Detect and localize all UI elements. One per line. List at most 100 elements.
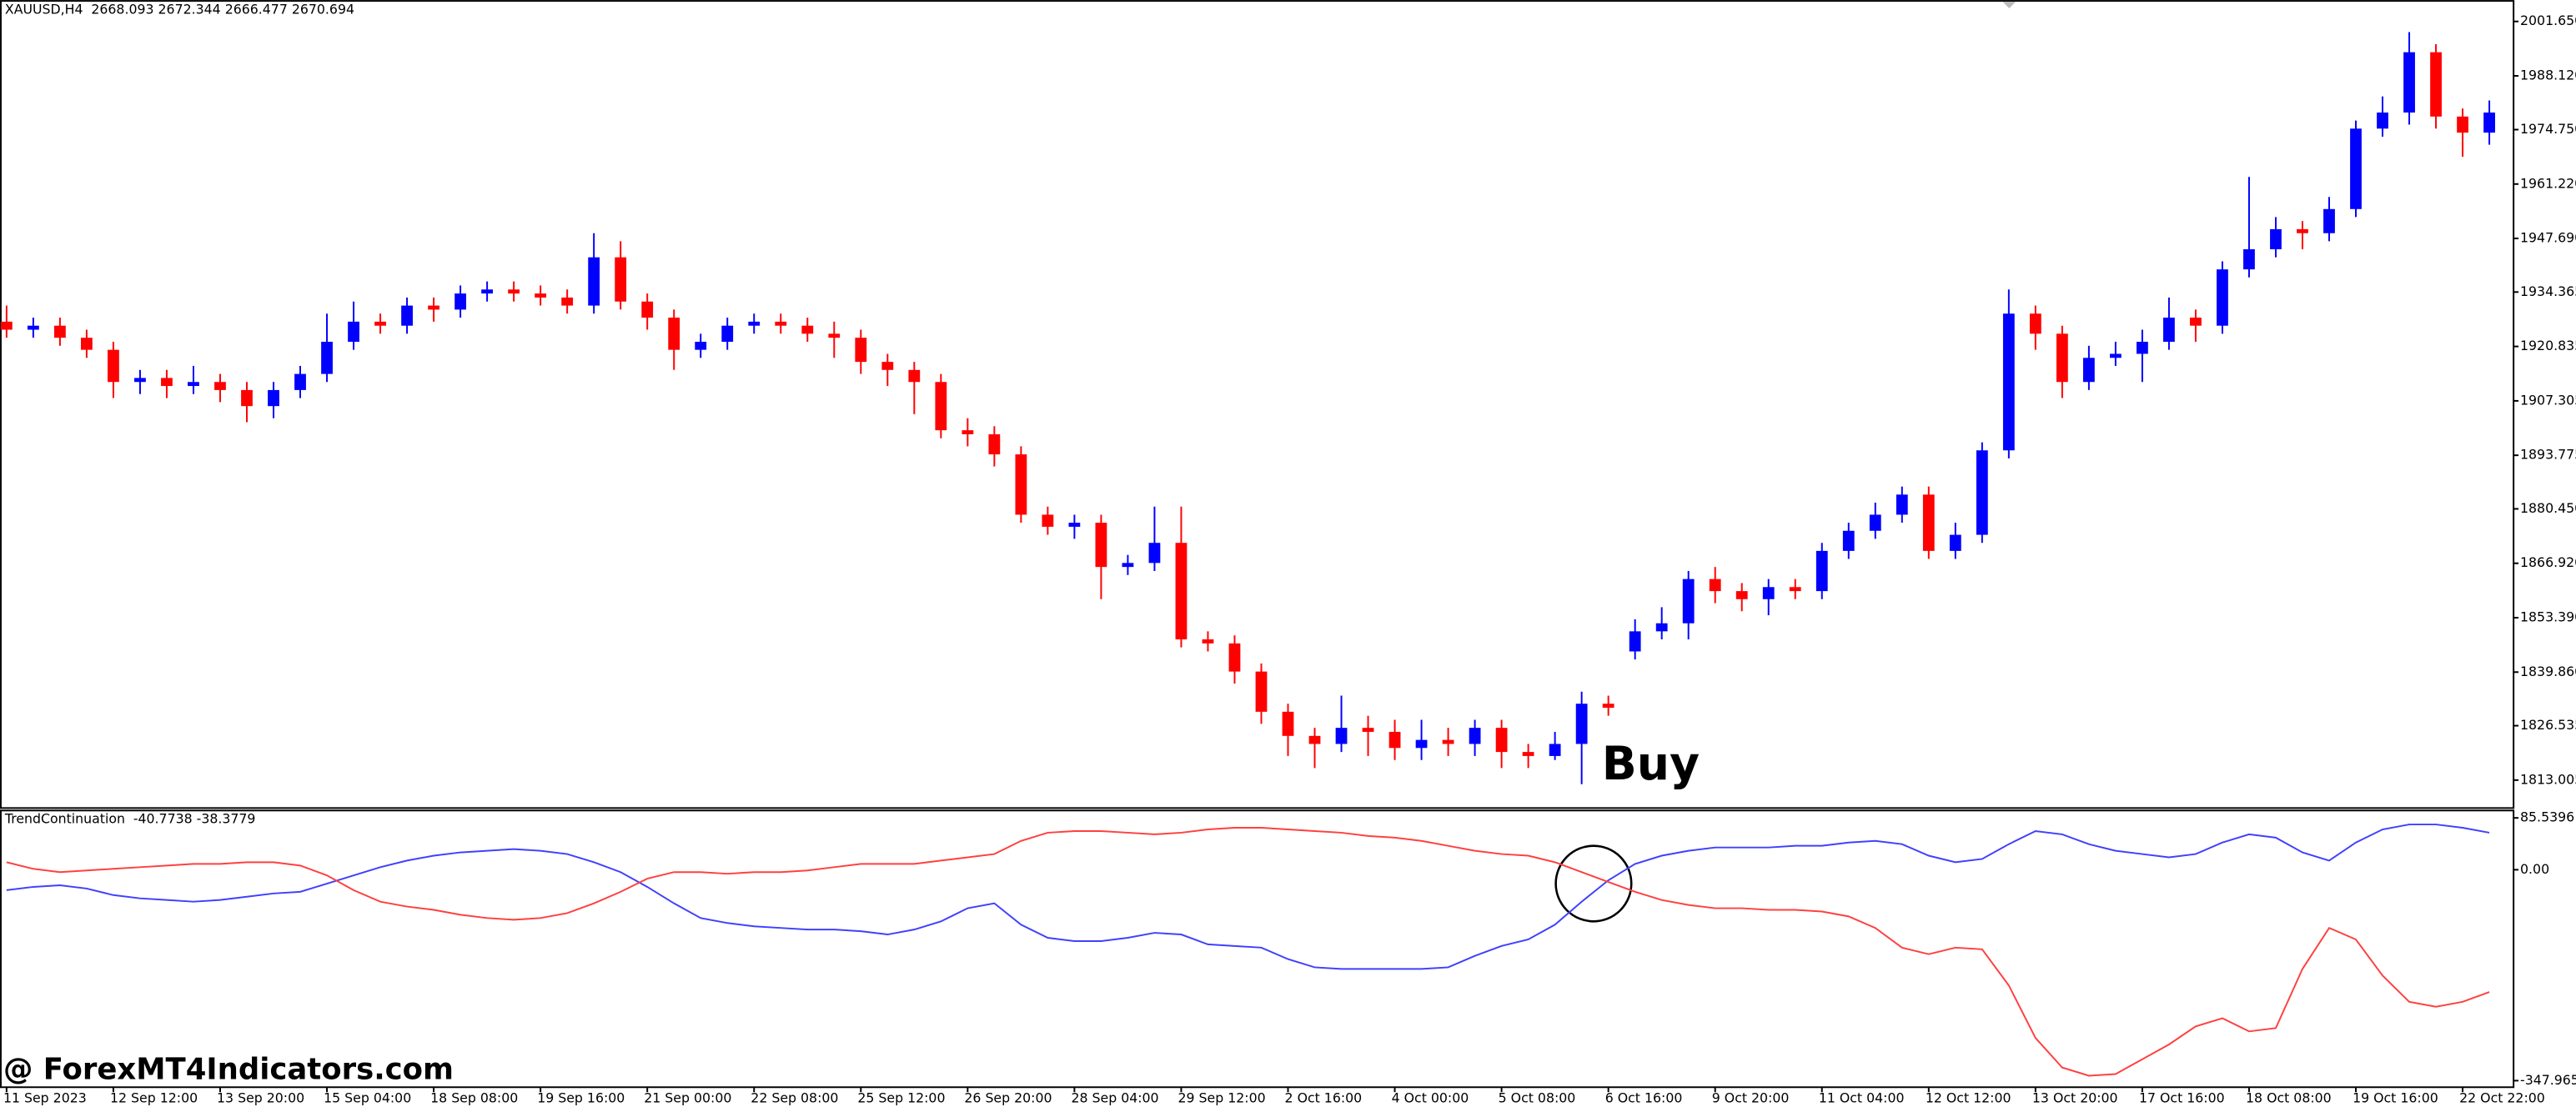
candle-body	[535, 293, 547, 298]
x-tick-label: 11 Sep 2023	[3, 1090, 87, 1106]
y-tick-label: 1866.920	[2520, 554, 2576, 570]
candle-body	[2483, 112, 2495, 133]
candle-body	[241, 389, 253, 407]
candle-body	[214, 382, 226, 390]
candle-body	[1415, 739, 1428, 749]
indicator-values: -40.7738 -38.3779	[133, 811, 256, 827]
shift-marker	[2002, 2, 2016, 8]
candle-body	[1735, 591, 1748, 599]
y-tick-label: 1988.120	[2520, 67, 2576, 83]
candle-body	[2430, 52, 2442, 117]
candle-body	[1042, 514, 1054, 527]
x-tick-label: 2 Oct 16:00	[1285, 1090, 1363, 1106]
candle-body	[1495, 728, 1508, 753]
candle-body	[2350, 128, 2362, 209]
candle-body	[401, 305, 413, 326]
y-tick-label: 1839.860	[2520, 664, 2576, 679]
candle-body	[161, 378, 173, 387]
candle-body	[1388, 731, 1401, 749]
candle-body	[1068, 523, 1081, 527]
indicator-line	[6, 827, 2490, 1077]
candle-body	[1762, 587, 1775, 599]
candle-body	[935, 382, 947, 431]
candle-body	[1842, 530, 1855, 551]
y-tick-label: -347.9653	[2520, 1072, 2576, 1088]
candle-body	[27, 325, 39, 330]
x-tick-label: 11 Oct 04:00	[1819, 1090, 1905, 1106]
x-tick-label: 17 Oct 16:00	[2139, 1090, 2225, 1106]
x-tick-label: 12 Oct 12:00	[1926, 1090, 2011, 1106]
candle-body	[2297, 228, 2308, 233]
buy-annotation: Buy	[1602, 738, 1700, 791]
candle-body	[1015, 454, 1027, 515]
candle-body	[801, 325, 814, 334]
candle-body	[2137, 341, 2148, 354]
candle-body	[1789, 587, 1801, 592]
candle-body	[908, 369, 921, 383]
x-tick-label: 21 Sep 00:00	[644, 1090, 731, 1106]
x-tick-label: 26 Sep 20:00	[964, 1090, 1052, 1106]
candle-body	[1522, 752, 1534, 756]
candle-body	[615, 257, 627, 302]
candle-body	[1575, 704, 1588, 744]
candle-body	[1282, 711, 1294, 736]
watermark: @ ForexMT4Indicators.com	[3, 1053, 454, 1087]
candle-body	[2163, 318, 2175, 342]
y-tick-label: 1907.305	[2520, 392, 2576, 408]
candle-body	[668, 318, 680, 350]
x-tick-label: 28 Sep 04:00	[1071, 1090, 1158, 1106]
y-tick-label: 1826.535	[2520, 717, 2576, 733]
crossover-circle	[1554, 844, 1633, 923]
candle-body	[2082, 358, 2095, 383]
candle-body	[695, 341, 707, 350]
x-tick-label: 22 Sep 08:00	[751, 1090, 838, 1106]
x-tick-label: 15 Sep 04:00	[324, 1090, 411, 1106]
candle-body	[748, 321, 761, 326]
candle-body	[2002, 313, 2015, 451]
y-tick-label: 1934.365	[2520, 283, 2576, 299]
x-tick-label: 13 Sep 20:00	[217, 1090, 304, 1106]
candle-body	[1549, 744, 1561, 756]
x-tick-label: 13 Oct 20:00	[2032, 1090, 2118, 1106]
x-tick-label: 19 Sep 16:00	[537, 1090, 625, 1106]
candle-body	[508, 289, 520, 294]
y-tick-label: 1880.450	[2520, 500, 2576, 516]
y-tick-label: 85.5396	[2520, 809, 2574, 825]
candle-body	[1922, 494, 1935, 551]
candle-body	[374, 321, 386, 326]
x-tick-label: 5 Oct 08:00	[1499, 1090, 1576, 1106]
indicator-line	[6, 824, 2490, 970]
x-tick-label: 19 Oct 16:00	[2353, 1090, 2438, 1106]
candle-body	[588, 257, 600, 306]
candle-body	[1148, 543, 1161, 564]
candle-body	[1095, 523, 1107, 568]
indicator-panel-frame	[0, 809, 2515, 1089]
candle-body	[1255, 671, 1268, 712]
y-tick-label: 1947.690	[2520, 230, 2576, 246]
candle-body	[2110, 353, 2122, 358]
candle-body	[2056, 333, 2068, 383]
candle-body	[855, 338, 867, 363]
candle-body	[1815, 550, 1828, 592]
candle-body	[428, 305, 439, 310]
candle-body	[2270, 228, 2282, 250]
candle-body	[2377, 112, 2388, 129]
y-tick-label: 1813.005	[2520, 771, 2576, 787]
x-tick-label: 12 Sep 12:00	[110, 1090, 198, 1106]
candle-body	[962, 430, 974, 434]
price-panel-frame	[0, 0, 2515, 809]
candle-body	[1896, 494, 1908, 515]
x-tick-label: 25 Sep 12:00	[857, 1090, 945, 1106]
candle-body	[1442, 739, 1454, 744]
candle-body	[2457, 116, 2468, 133]
ohlc-header: 2668.093 2672.344 2666.477 2670.694	[91, 1, 354, 17]
candle-body	[1175, 543, 1188, 640]
candle-body	[1682, 579, 1695, 624]
candle-body	[348, 321, 359, 342]
candle-body	[81, 338, 93, 350]
x-tick-label: 22 Oct 22:00	[2459, 1090, 2545, 1106]
y-tick-label: 1920.835	[2520, 338, 2576, 353]
candle-body	[2243, 249, 2255, 270]
candle-body	[721, 325, 734, 342]
